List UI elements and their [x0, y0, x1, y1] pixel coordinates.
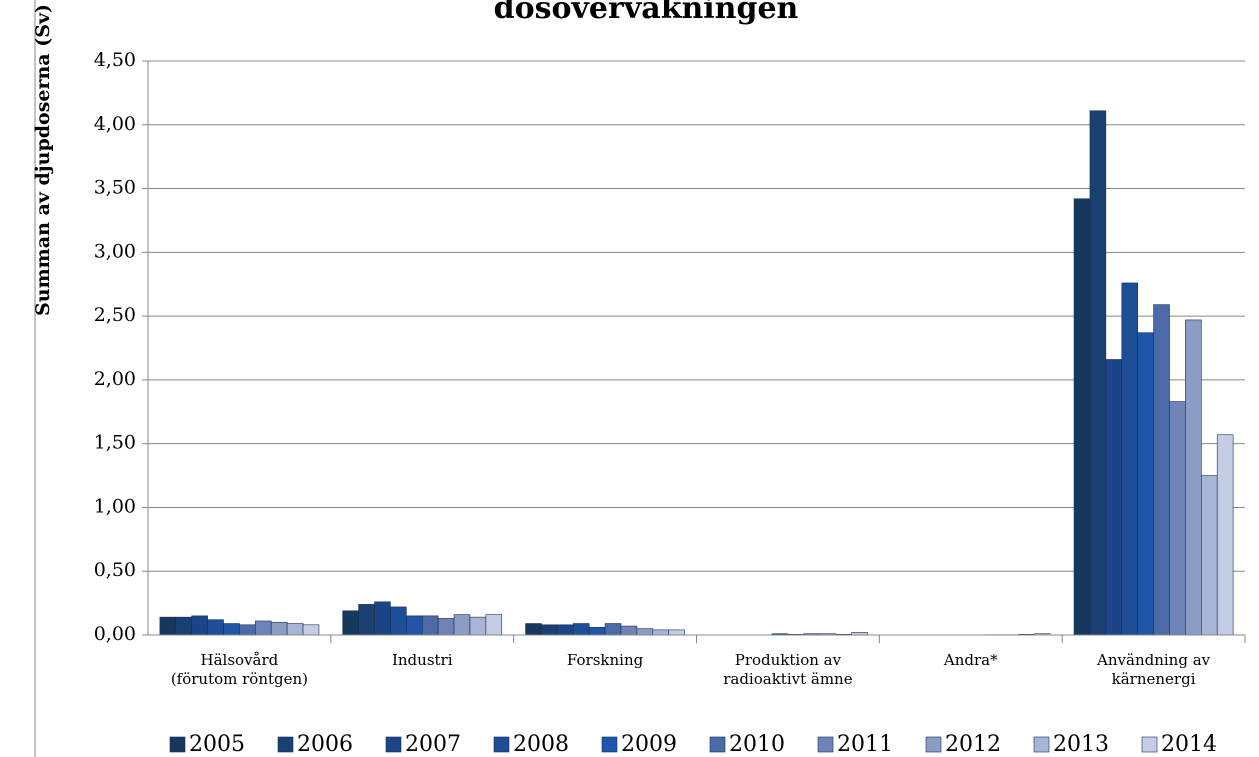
- legend-label: 2012: [945, 732, 1001, 757]
- bar: [1153, 304, 1170, 636]
- bar: [358, 604, 375, 636]
- bar: [1185, 319, 1202, 636]
- bar: [374, 601, 391, 636]
- bar: [1201, 475, 1218, 636]
- bar: [175, 616, 192, 636]
- legend-label: 2014: [1161, 732, 1217, 757]
- bar: [191, 615, 208, 636]
- bar: [1121, 282, 1138, 636]
- legend-swatch: [925, 736, 942, 753]
- y-tick-label: 2,50: [94, 304, 136, 326]
- x-tick-label: kärnenergi: [1112, 670, 1196, 688]
- bar: [588, 627, 606, 636]
- y-tick-label: 0,50: [94, 559, 136, 581]
- bar: [1137, 332, 1154, 636]
- legend-swatch: [385, 736, 402, 753]
- bar: [1169, 401, 1186, 636]
- legend-swatch: [493, 736, 510, 753]
- bar: [453, 614, 471, 636]
- legend-swatch: [709, 736, 726, 753]
- legend-label: 2008: [513, 732, 569, 757]
- bar: [286, 623, 304, 636]
- bar: [406, 615, 423, 636]
- legend-label: 2005: [189, 732, 245, 757]
- bar: [620, 625, 638, 636]
- x-tick-label: Industri: [392, 651, 453, 669]
- y-tick-label: 0,00: [94, 623, 136, 645]
- bar: [525, 623, 542, 636]
- bar: [207, 619, 224, 636]
- legend-label: 2013: [1053, 732, 1109, 757]
- y-tick-label: 4,00: [94, 113, 136, 135]
- bar: [1216, 434, 1234, 636]
- x-tick-label: (förutom röntgen): [171, 670, 308, 688]
- bar: [469, 616, 487, 636]
- legend-label: 2009: [621, 732, 677, 757]
- x-tick-label: Andra*: [943, 651, 998, 669]
- bar: [255, 620, 272, 636]
- bar: [557, 624, 574, 636]
- bar: [652, 629, 670, 636]
- bar: [1089, 110, 1107, 636]
- y-tick-label: 3,50: [94, 177, 136, 199]
- y-tick-label: 1,50: [94, 432, 136, 454]
- x-tick-label: Forskning: [567, 651, 644, 669]
- y-tick-label: 1,00: [94, 495, 136, 517]
- x-tick-label: Produktion av: [735, 651, 842, 669]
- bar: [302, 624, 320, 636]
- x-tick-label: Hälsovård: [201, 651, 279, 669]
- bar: [541, 624, 558, 636]
- bar: [390, 606, 407, 636]
- legend-label: 2011: [837, 732, 893, 757]
- legend-label: 2007: [405, 732, 461, 757]
- bar: [159, 616, 177, 636]
- bar: [270, 621, 288, 636]
- legend-swatch: [1141, 736, 1158, 753]
- legend-swatch: [817, 736, 834, 753]
- legend-swatch: [277, 736, 294, 753]
- bar: [636, 628, 654, 636]
- bar: [421, 615, 439, 636]
- bar: [485, 614, 503, 636]
- y-tick-label: 4,50: [94, 49, 136, 71]
- bar: [223, 623, 240, 636]
- bar: [1073, 198, 1091, 636]
- legend-swatch: [1033, 736, 1050, 753]
- y-axis-label: Summan av djupdoserna (Sv): [32, 4, 54, 316]
- bar: [668, 629, 685, 636]
- bar: [1105, 359, 1123, 636]
- bar: [239, 624, 256, 636]
- bar: [604, 623, 622, 636]
- bar: [342, 610, 359, 636]
- x-tick-label: radioaktivt ämne: [723, 670, 852, 688]
- bar: [437, 618, 455, 636]
- legend-swatch: [601, 736, 618, 753]
- y-tick-label: 3,00: [94, 240, 136, 262]
- bar: [572, 623, 590, 636]
- legend-label: 2006: [297, 732, 353, 757]
- x-tick-label: Användning av: [1096, 651, 1211, 669]
- y-tick-label: 2,00: [94, 368, 136, 390]
- legend-label: 2010: [729, 732, 785, 757]
- chart-title: dosövervakningen: [494, 0, 799, 26]
- legend-swatch: [169, 736, 186, 753]
